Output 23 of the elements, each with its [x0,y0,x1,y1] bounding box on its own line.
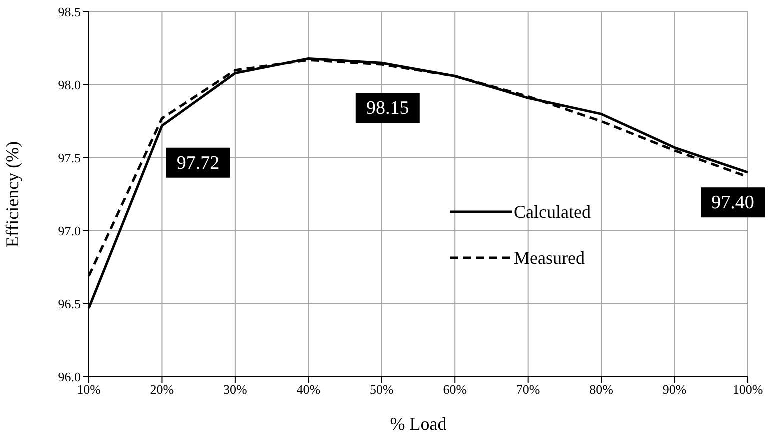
annotation: 97.72 [176,152,220,174]
x-tick-label: 60% [443,382,468,398]
legend-label: Measured [514,248,585,268]
x-tick-label: 10% [77,382,102,398]
x-tick-label: 70% [516,382,540,398]
y-tick-label: 96.0 [58,370,81,385]
x-tick-label: 100% [732,382,764,398]
y-tick-label: 98.0 [58,78,81,93]
x-tick-label: 80% [590,382,614,398]
y-tick-label: 96.5 [58,296,81,312]
y-tick-label: 97.0 [58,224,81,239]
x-tick-label: 30% [224,382,248,398]
x-tick-label: 20% [150,382,174,398]
y-tick-label: 98.5 [58,4,81,20]
x-tick-label: 50% [370,382,394,398]
annotation: 97.40 [712,192,754,214]
legend-label: Calculated [514,202,591,222]
x-tick-label: 90% [662,382,687,398]
y-axis-title: Efficiency (%) [2,141,22,248]
x-axis-title: % Load [390,414,447,432]
annotation: 98.15 [366,98,410,120]
x-tick-label: 40% [296,382,321,398]
y-tick-label: 97.5 [58,150,81,166]
